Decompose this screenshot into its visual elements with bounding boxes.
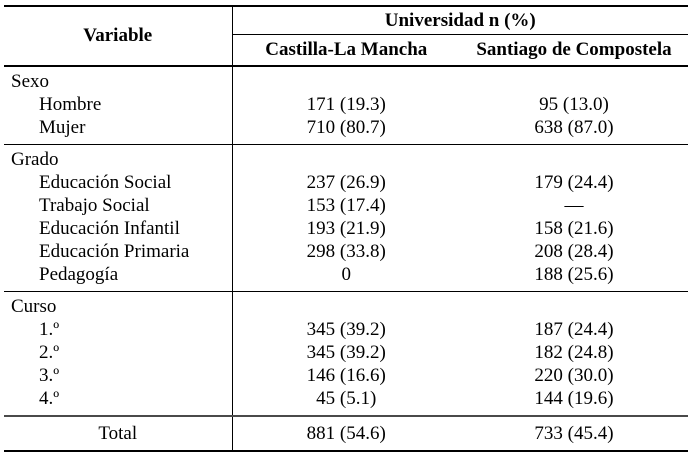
subcolumn-header-row: Castilla-La Mancha Santiago de Compostel… (4, 35, 688, 67)
row-label: Hombre (4, 93, 233, 116)
row-label: Pedagogía (4, 263, 233, 292)
value-castilla: 171 (19.3) (306, 93, 386, 115)
table-header: Variable Universidad n (%) Castilla-La M… (4, 6, 688, 66)
section-label: Grado (4, 144, 233, 171)
value-santiago: 208 (28.4) (534, 240, 614, 262)
value-castilla: 237 (26.9) (306, 171, 386, 193)
empty-cell (460, 66, 688, 93)
empty-cell (232, 145, 460, 172)
value-castilla: 0 (341, 263, 352, 285)
column-header-santiago-de-compostela: Santiago de Compostela (476, 39, 672, 60)
universidad-group-header: Universidad n (%) (232, 6, 688, 35)
empty-cell (460, 292, 688, 319)
section-grado: Grado Educación Social 237 (26.9) 179 (2… (4, 144, 688, 292)
table-row: 1.º 345 (39.2) 187 (24.4) (4, 318, 688, 341)
value-santiago: — (564, 194, 584, 216)
table-row: Mujer 710 (80.7) 638 (87.0) (4, 116, 688, 145)
table-row: Educación Infantil 193 (21.9) 158 (21.6) (4, 217, 688, 240)
value-santiago: 188 (25.6) (534, 263, 614, 285)
section-label-row: Grado (4, 144, 688, 172)
variable-column-header: Variable (4, 6, 233, 66)
section-curso: Curso 1.º 345 (39.2) 187 (24.4) 2.º 345 … (4, 291, 688, 416)
row-label: 3.º (4, 364, 233, 387)
table-row: Educación Social 237 (26.9) 179 (24.4) (4, 171, 688, 194)
table-row: Trabajo Social 153 (17.4) — (4, 194, 688, 217)
value-castilla: 153 (17.4) (306, 194, 386, 216)
value-santiago: 182 (24.8) (534, 341, 614, 363)
value-castilla: 345 (39.2) (306, 318, 386, 340)
row-label: Educación Infantil (4, 217, 233, 240)
section-label: Sexo (4, 66, 233, 93)
value-santiago: 144 (19.6) (534, 387, 614, 409)
row-label: Educación Social (4, 171, 233, 194)
value-santiago: 638 (87.0) (534, 116, 614, 138)
group-header-row: Variable Universidad n (%) (4, 6, 688, 66)
value-castilla: 146 (16.6) (306, 364, 386, 386)
section-label-row: Curso (4, 291, 688, 319)
empty-cell (232, 66, 460, 93)
section-label: Curso (4, 291, 233, 318)
total-row: Total 881 (54.6) 733 (45.4) (4, 416, 688, 451)
value-castilla: 193 (21.9) (306, 217, 386, 239)
table-row: Hombre 171 (19.3) 95 (13.0) (4, 93, 688, 116)
value-castilla: 45 (5.1) (316, 387, 377, 409)
row-label: 1.º (4, 318, 233, 341)
table-row: 4.º 45 (5.1) 144 (19.6) (4, 387, 688, 416)
total-label: Total (4, 416, 233, 451)
table-row: 3.º 146 (16.6) 220 (30.0) (4, 364, 688, 387)
table-row: 2.º 345 (39.2) 182 (24.8) (4, 341, 688, 364)
value-santiago: 187 (24.4) (534, 318, 614, 340)
value-santiago: 179 (24.4) (534, 171, 614, 193)
empty-cell (232, 292, 460, 319)
total-section: Total 881 (54.6) 733 (45.4) (4, 416, 688, 451)
value-castilla: 345 (39.2) (306, 341, 386, 363)
table-row: Pedagogía 0 188 (25.6) (4, 263, 688, 292)
row-label: 2.º (4, 341, 233, 364)
value-santiago: 158 (21.6) (534, 217, 614, 239)
value-santiago: 95 (13.0) (539, 93, 609, 115)
row-label: Trabajo Social (4, 194, 233, 217)
value-santiago: 220 (30.0) (534, 364, 614, 386)
value-castilla: 710 (80.7) (306, 116, 386, 138)
section-label-row: Sexo (4, 66, 688, 93)
row-label: Educación Primaria (4, 240, 233, 263)
total-value-santiago: 733 (45.4) (534, 422, 614, 444)
row-label: Mujer (4, 116, 233, 145)
table-row: Educación Primaria 298 (33.8) 208 (28.4) (4, 240, 688, 263)
empty-cell (460, 145, 688, 172)
university-sample-table: Variable Universidad n (%) Castilla-La M… (4, 5, 688, 452)
total-value-castilla: 881 (54.6) (306, 422, 386, 444)
row-label: 4.º (4, 387, 233, 416)
section-sexo: Sexo Hombre 171 (19.3) 95 (13.0) Mujer 7… (4, 66, 688, 145)
value-castilla: 298 (33.8) (306, 240, 386, 262)
column-header-castilla-la-mancha: Castilla-La Mancha (265, 39, 428, 60)
